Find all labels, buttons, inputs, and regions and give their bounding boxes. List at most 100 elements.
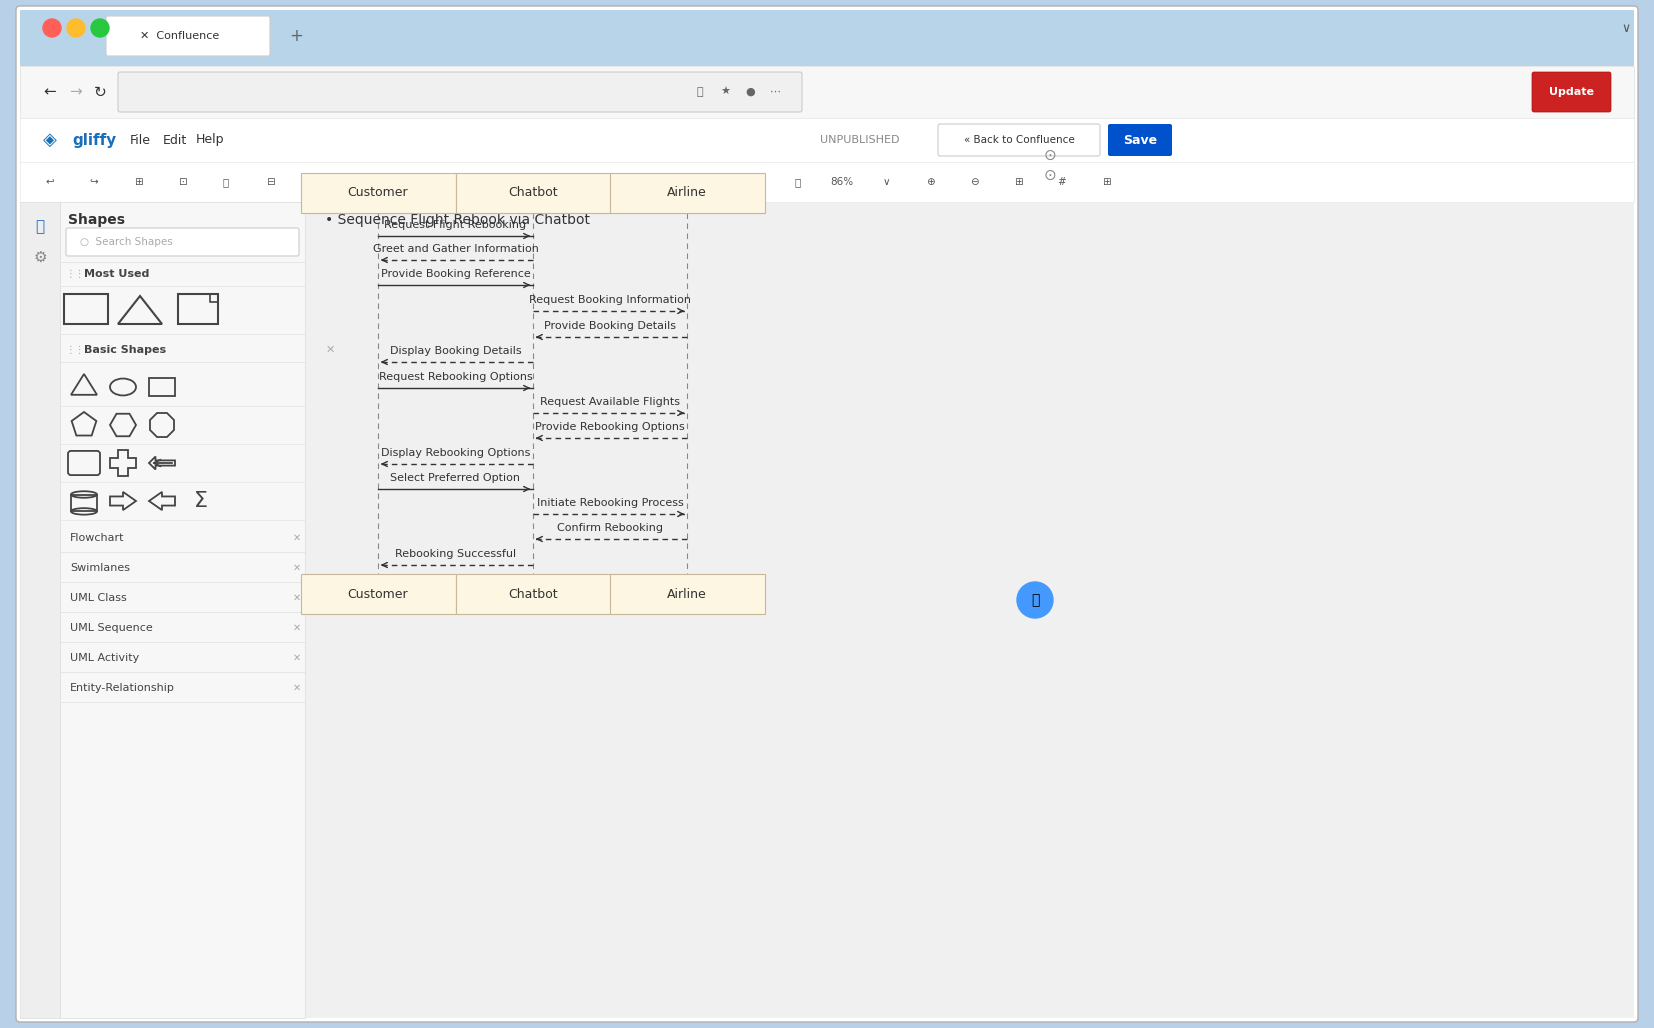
Text: ⊙: ⊙ [1044, 147, 1057, 162]
FancyBboxPatch shape [66, 228, 299, 256]
Text: ◈: ◈ [43, 131, 56, 149]
Text: Initiate Rebooking Process: Initiate Rebooking Process [536, 498, 683, 508]
Text: « Back to Confluence: « Back to Confluence [964, 135, 1075, 145]
Text: Customer: Customer [347, 587, 409, 600]
Text: ⋮⋮: ⋮⋮ [66, 269, 86, 279]
Text: ✕: ✕ [293, 563, 301, 573]
Text: UML Sequence: UML Sequence [69, 623, 152, 633]
Text: Basic Shapes: Basic Shapes [84, 345, 165, 355]
Text: Σ: Σ [194, 491, 208, 511]
FancyBboxPatch shape [938, 124, 1100, 156]
Bar [20, 162, 1634, 201]
Bar [304, 201, 1634, 1018]
Text: ✕: ✕ [293, 683, 301, 693]
Text: /: / [576, 177, 581, 187]
Text: Display Rebooking Options: Display Rebooking Options [380, 448, 531, 458]
Text: Customer: Customer [347, 186, 409, 199]
FancyBboxPatch shape [1532, 72, 1611, 112]
Text: Request Rebooking Options: Request Rebooking Options [379, 372, 533, 382]
Text: UNPUBLISHED: UNPUBLISHED [820, 135, 900, 145]
Text: □: □ [485, 177, 495, 187]
Text: ⊙: ⊙ [1044, 168, 1057, 183]
FancyBboxPatch shape [106, 16, 270, 56]
Text: 💡: 💡 [1030, 593, 1039, 607]
Text: ✕: ✕ [293, 593, 301, 603]
Text: Flowchart: Flowchart [69, 533, 124, 543]
Text: Chatbot: Chatbot [508, 186, 557, 199]
FancyBboxPatch shape [17, 6, 1637, 1022]
Text: Chatbot: Chatbot [508, 587, 557, 600]
Text: 🔒: 🔒 [796, 177, 801, 187]
Text: Request Flight Rebooking: Request Flight Rebooking [384, 220, 526, 230]
Circle shape [68, 19, 84, 37]
Text: ✕: ✕ [293, 653, 301, 663]
Text: ⊕: ⊕ [926, 177, 935, 187]
Bar [455, 574, 610, 614]
Text: ←: ← [43, 84, 56, 100]
Text: Request Available Flights: Request Available Flights [539, 397, 680, 407]
Text: ↻: ↻ [94, 84, 106, 100]
Text: ∨: ∨ [1621, 22, 1631, 35]
Bar [179, 294, 218, 324]
Bar [20, 10, 1634, 66]
Bar [455, 173, 610, 213]
Bar [71, 494, 98, 511]
Text: ↪: ↪ [89, 177, 98, 187]
Bar [20, 66, 1634, 118]
Text: UML Activity: UML Activity [69, 653, 139, 663]
Text: ⊞: ⊞ [1014, 177, 1022, 187]
Text: 86%: 86% [830, 177, 853, 187]
Text: ⊡: ⊡ [177, 177, 187, 187]
Text: ✕: ✕ [293, 533, 301, 543]
Text: Confirm Rebooking: Confirm Rebooking [557, 523, 663, 533]
Bar [20, 201, 60, 1018]
Text: Update: Update [1548, 87, 1593, 97]
Bar [20, 118, 1634, 162]
Text: ✕: ✕ [293, 623, 301, 633]
Text: Save: Save [1123, 134, 1158, 147]
Text: ●: ● [744, 87, 754, 97]
Text: Swimlanes: Swimlanes [69, 563, 131, 573]
Text: Help: Help [195, 134, 225, 147]
Circle shape [43, 19, 61, 37]
Circle shape [91, 19, 109, 37]
Text: ∨: ∨ [882, 177, 890, 187]
Text: Provide Booking Reference: Provide Booking Reference [380, 269, 531, 279]
Text: ✕: ✕ [326, 345, 334, 355]
Text: 🔒: 🔒 [696, 87, 703, 97]
Text: ⚙: ⚙ [33, 250, 46, 264]
Text: →: → [68, 84, 81, 100]
Text: Shapes: Shapes [68, 213, 126, 227]
Bar [65, 294, 108, 324]
Text: ⬛: ⬛ [223, 177, 230, 187]
Text: ▶: ▶ [706, 177, 715, 187]
Text: ⊞: ⊞ [1102, 177, 1110, 187]
Text: ⌐: ⌐ [529, 177, 538, 187]
Bar [60, 201, 304, 1018]
Text: Select Preferred Option: Select Preferred Option [390, 473, 521, 483]
FancyBboxPatch shape [1108, 124, 1173, 156]
Text: File: File [129, 134, 151, 147]
Text: gliffy: gliffy [73, 133, 116, 147]
Bar [301, 574, 455, 614]
Text: +: + [289, 27, 303, 45]
Text: Aa: Aa [395, 177, 409, 187]
Text: ⌒: ⌒ [619, 177, 625, 187]
Text: Display Booking Details: Display Booking Details [390, 346, 521, 356]
Text: Request Booking Information: Request Booking Information [529, 295, 691, 305]
Bar [149, 378, 175, 396]
Text: Airline: Airline [667, 186, 706, 199]
Text: ✕  Confluence: ✕ Confluence [141, 31, 220, 41]
Circle shape [1017, 582, 1054, 618]
Text: ✎: ✎ [354, 177, 362, 187]
Text: ✏: ✏ [662, 177, 670, 187]
Text: ⊖: ⊖ [969, 177, 979, 187]
Text: • Sequence Flight Rebook via Chatbot: • Sequence Flight Rebook via Chatbot [324, 213, 590, 227]
Bar [610, 173, 764, 213]
Text: Most Used: Most Used [84, 269, 149, 279]
Text: 🗂: 🗂 [35, 220, 45, 234]
Bar [301, 173, 455, 213]
Text: ○  Search Shapes: ○ Search Shapes [79, 237, 172, 247]
Text: Entity-Relationship: Entity-Relationship [69, 683, 175, 693]
Text: Greet and Gather Information: Greet and Gather Information [372, 244, 539, 254]
